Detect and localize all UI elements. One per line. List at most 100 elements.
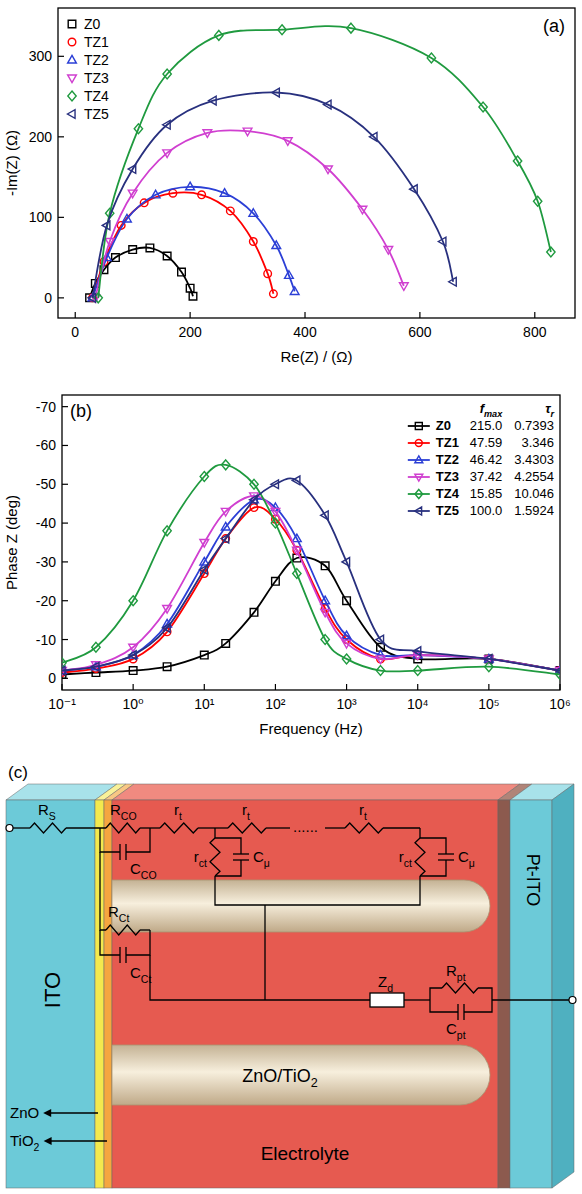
x-tick (534, 312, 535, 318)
legend-label: TZ1 (436, 435, 459, 450)
point (163, 150, 172, 158)
legend-tau: 4.2554 (514, 469, 554, 484)
series-line (62, 557, 560, 674)
point (324, 166, 333, 174)
label-main: R (38, 801, 49, 818)
legend: Z0215.00.7393TZ147.593.346TZ246.423.4303… (408, 401, 555, 518)
label-sub: pt (457, 971, 466, 983)
wire (215, 876, 420, 905)
data-area (62, 460, 560, 679)
point (384, 247, 393, 255)
series-line (93, 187, 295, 298)
wire (420, 860, 446, 876)
point (533, 196, 541, 206)
point (220, 189, 229, 197)
point (221, 508, 230, 516)
ito-side (552, 784, 574, 1188)
point (102, 221, 110, 230)
y-tick (62, 484, 68, 485)
y-tick-label: -20 (36, 593, 56, 609)
arrow-line (49, 1112, 98, 1113)
y-tick-label: -10 (36, 632, 56, 648)
label-sub: 2 (311, 1076, 318, 1090)
x-tick (190, 312, 191, 318)
point (200, 472, 208, 482)
label-main: Z (378, 973, 387, 990)
legend-fmax: 46.42 (470, 452, 503, 467)
legend-marker (68, 91, 76, 101)
label-sub: r (550, 409, 554, 419)
capacitor-plate (119, 844, 120, 860)
point (342, 654, 350, 664)
label-main: C (446, 1020, 457, 1037)
y-axis-title: Phase Z (deg) (3, 495, 20, 590)
point (283, 138, 292, 146)
label: Rpt (446, 962, 466, 983)
point (292, 547, 301, 555)
y-tick-label: -60 (36, 437, 56, 453)
x-axis-title: Frequency (Hz) (259, 720, 362, 737)
y-tick (58, 217, 64, 218)
x-tick-label: 0 (71, 324, 79, 340)
electrode-label: Pt-ITO (523, 854, 543, 907)
y-tick (58, 297, 64, 298)
electrolyte-label: Electrolyte (261, 1143, 350, 1164)
y-tick (58, 56, 64, 57)
legend-label: TZ3 (436, 469, 459, 484)
label-sub: t (179, 810, 182, 822)
capacitor-plate (457, 1004, 458, 1020)
legend-label: TZ5 (436, 503, 459, 518)
x-tick-label: 800 (523, 324, 547, 340)
y-tick-label: 200 (29, 129, 53, 145)
point (163, 526, 171, 536)
pt-ito-layer (510, 800, 552, 1188)
y-tick-label: -50 (36, 476, 56, 492)
point (321, 609, 330, 617)
y-tick (62, 522, 68, 523)
legend-fmax: 15.85 (470, 486, 503, 501)
legend-header: fmax (480, 401, 503, 419)
plot-frame (62, 395, 560, 690)
label-main: TiO (10, 1132, 34, 1149)
x-tick (417, 684, 418, 690)
point (169, 189, 177, 197)
label: RCt (108, 903, 129, 924)
wire (266, 827, 290, 828)
point (129, 596, 137, 606)
legend-label: Z0 (436, 418, 451, 433)
resistor (345, 823, 383, 833)
x-tick (275, 684, 276, 690)
legend-marker (68, 20, 76, 28)
label-sub: ct (404, 857, 412, 869)
point (376, 656, 385, 664)
point (250, 238, 258, 246)
arrow-line (50, 1140, 107, 1141)
label: CCt (130, 964, 151, 985)
point (293, 546, 301, 554)
label-sub: μ (264, 857, 270, 869)
point (271, 518, 279, 528)
x-tick-label: 10² (265, 696, 286, 712)
legend-line (408, 476, 430, 478)
panel-label: (a) (543, 16, 565, 36)
terminal (6, 825, 13, 832)
point (547, 247, 555, 257)
label-main: C (130, 860, 141, 877)
point (485, 655, 493, 663)
y-tick-label: 0 (44, 290, 52, 306)
legend-line (408, 459, 430, 461)
legend-label: Z0 (84, 16, 101, 32)
series-line (62, 507, 560, 673)
series-line (62, 465, 560, 675)
point (163, 252, 171, 260)
legend-tau: 10.046 (514, 486, 554, 501)
x-tick-label: 200 (178, 324, 202, 340)
point (163, 120, 171, 129)
label-sub: Ct (119, 912, 130, 924)
label-sub: CO (121, 810, 137, 822)
point (200, 651, 208, 659)
point (292, 476, 300, 485)
legend-fmax: 37.42 (470, 469, 503, 484)
point (427, 53, 435, 63)
x-tick-label: 10³ (336, 696, 357, 712)
